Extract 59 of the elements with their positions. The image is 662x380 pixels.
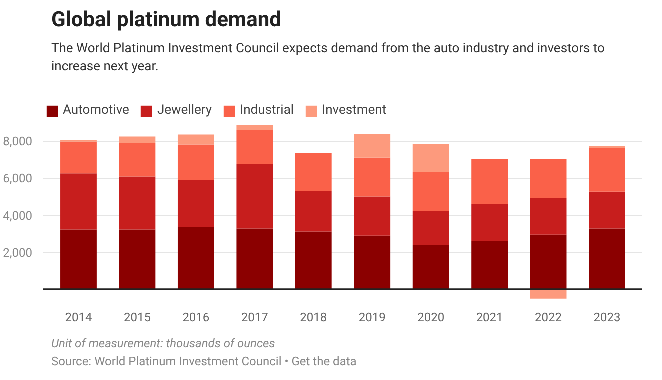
legend-label: Automotive (63, 103, 130, 118)
x-tick-label: 2018 (300, 310, 328, 324)
bar (354, 158, 391, 197)
bar (60, 230, 97, 290)
bar (119, 136, 156, 144)
bar (589, 146, 626, 148)
x-tick-label: 2023 (594, 310, 621, 324)
legend-label: Industrial (240, 103, 294, 118)
bar (412, 172, 450, 212)
bar (236, 130, 274, 164)
bar (178, 227, 214, 290)
bar (119, 143, 156, 177)
bar (178, 144, 214, 180)
source-note: Source: World Platinum Investment Council • Get the data (52, 354, 357, 368)
x-tick-label: 2015 (124, 310, 152, 324)
bar (530, 159, 567, 198)
bar (412, 144, 450, 172)
bar (295, 232, 332, 290)
legend-label: Investment (322, 103, 387, 118)
bar (530, 289, 567, 299)
bar (236, 164, 274, 229)
bar (119, 230, 156, 290)
bar (530, 234, 567, 290)
bar (60, 174, 97, 230)
bar (178, 180, 214, 228)
bar (60, 142, 97, 174)
y-tick-label: 8,000 (3, 134, 33, 149)
bar (354, 236, 391, 290)
bar (589, 148, 626, 192)
bar (119, 176, 156, 230)
y-tick-label: 4,000 (3, 208, 33, 223)
x-tick-label: 2020 (418, 310, 445, 324)
bar (178, 134, 214, 145)
bar (530, 198, 567, 235)
x-tick-label: 2022 (535, 310, 562, 324)
x-tick-label: 2017 (241, 310, 269, 324)
bar (472, 204, 508, 242)
text: Unit of measurement: thousands of ounces (52, 336, 276, 350)
bar (295, 153, 332, 192)
bar (412, 211, 450, 246)
y-tick-label: 6,000 (3, 172, 33, 186)
bar (589, 228, 626, 290)
bar (236, 125, 274, 130)
bar (236, 228, 274, 290)
bar (472, 241, 508, 290)
bar (589, 192, 626, 229)
x-tick-label: 2014 (65, 310, 92, 324)
legend-label: Jewellery (157, 103, 212, 118)
bar (354, 134, 391, 158)
chart-title: Global platinum demand (52, 8, 282, 32)
chart-subtitle: The World Platinum Investment Council expects demand from the auto industry and investors to increase next year. (52, 42, 605, 74)
bar (412, 245, 450, 290)
bar (354, 196, 391, 236)
bar (472, 159, 508, 204)
bar (295, 191, 332, 232)
x-tick-label: 2021 (476, 310, 504, 324)
y-tick-label: 2,000 (3, 246, 33, 260)
x-tick-label: 2016 (182, 310, 210, 324)
x-tick-label: 2019 (358, 310, 386, 324)
